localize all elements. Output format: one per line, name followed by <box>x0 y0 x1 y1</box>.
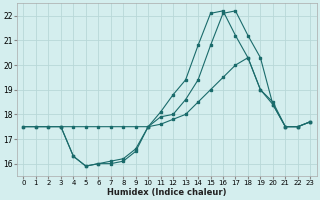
X-axis label: Humidex (Indice chaleur): Humidex (Indice chaleur) <box>107 188 227 197</box>
